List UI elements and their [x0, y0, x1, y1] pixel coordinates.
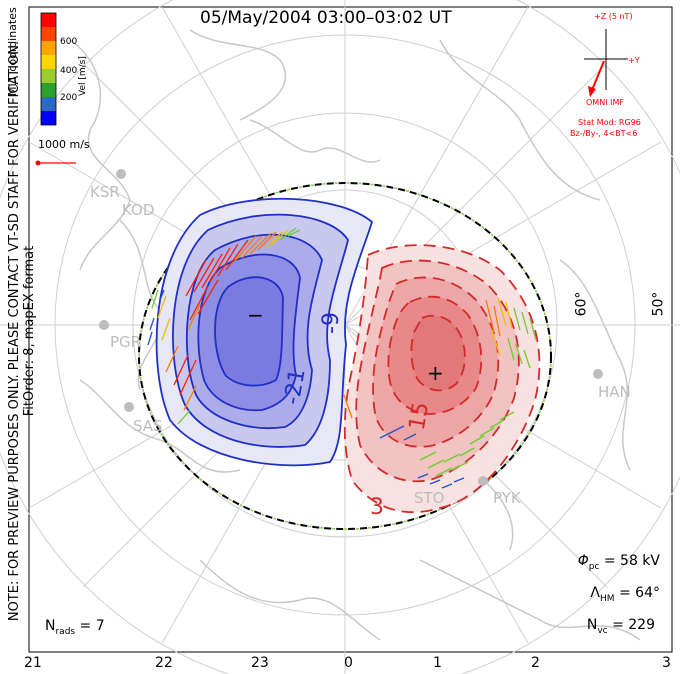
- velocity-colorbar: [40, 12, 57, 126]
- station-ksr: KSR: [90, 183, 120, 201]
- hm-boundary: [138, 182, 552, 530]
- velocity-vectors-dawn: [343, 297, 537, 489]
- colorbar-label: Vel [m/s]: [78, 56, 88, 96]
- velocity-vectors-dusk: [147, 227, 301, 425]
- contour-label-9: -9: [319, 312, 344, 334]
- imf-source: OMNI IMF: [586, 98, 624, 107]
- imf-condition: Bz-/By-, 4<BT<6: [570, 129, 638, 138]
- latitude-label-60: 60°: [573, 291, 590, 317]
- station-sas: SAS: [133, 417, 163, 435]
- potential-max-marker: +: [427, 361, 444, 385]
- imf-clock: [584, 29, 628, 97]
- station-pyk: PYK: [493, 489, 521, 507]
- n-vc: Nvc = 229: [586, 617, 655, 636]
- phi-pc-value: 58 kV: [620, 553, 660, 569]
- mlt-tick-2: 2: [531, 655, 540, 671]
- colorbar-tick-200: 200: [60, 93, 78, 103]
- mlt-tick-0: 0: [344, 655, 353, 671]
- contour-label-21: -21: [280, 367, 311, 407]
- contour-label-15: 15: [405, 400, 434, 432]
- colorbar-tick-400: 400: [60, 66, 78, 76]
- preview-note: NOTE: FOR PREVIEW PURPOSES ONLY. PLEASE …: [7, 11, 37, 651]
- lambda-hm-value: 64°: [635, 585, 660, 601]
- contour-label-3: 3: [370, 495, 384, 520]
- station-sto: STO: [414, 489, 445, 507]
- negative-cell: [155, 197, 374, 467]
- n-rads: Nrads = 7: [45, 618, 105, 637]
- imf-y-label: +Y: [628, 56, 640, 65]
- reference-vector: [35, 160, 76, 166]
- colorbar-tick-600: 600: [60, 37, 78, 47]
- station-kod: KOD: [122, 201, 155, 219]
- n-rads-value: 7: [95, 618, 105, 634]
- station-han: HAN: [598, 383, 631, 401]
- mlt-tick-22: 22: [155, 655, 173, 671]
- mlt-tick-1: 1: [433, 655, 442, 671]
- stat-model: Stat Mod: RG96: [578, 118, 641, 127]
- n-vc-value: 229: [628, 617, 655, 633]
- mlt-tick-23: 23: [251, 655, 269, 671]
- imf-z-label: +Z (5 nT): [594, 12, 633, 21]
- lambda-hm: ΛHM = 64°: [590, 585, 660, 604]
- mlt-tick-21: 21: [24, 655, 42, 671]
- station-pgr: PGR: [110, 333, 142, 351]
- mlt-tick-3: 3: [662, 655, 671, 671]
- potential-min-marker: −: [247, 303, 264, 327]
- phi-pc: Φpc = 58 kV: [577, 553, 660, 572]
- positive-cell: [343, 244, 541, 514]
- plot-frame: [28, 6, 673, 653]
- latitude-label-50: 50°: [650, 291, 667, 317]
- coordinate-system: MLT coordinates: [6, 7, 19, 96]
- reference-vector-label: 1000 m/s: [38, 138, 90, 151]
- fit-order: FitOrder: 8, mapEX format: [22, 245, 37, 417]
- preview-note-text: NOTE: FOR PREVIEW PURPOSES ONLY. PLEASE …: [7, 40, 22, 622]
- map-title: 05/May/2004 03:00–03:02 UT: [200, 8, 452, 28]
- station-markers: [99, 169, 603, 486]
